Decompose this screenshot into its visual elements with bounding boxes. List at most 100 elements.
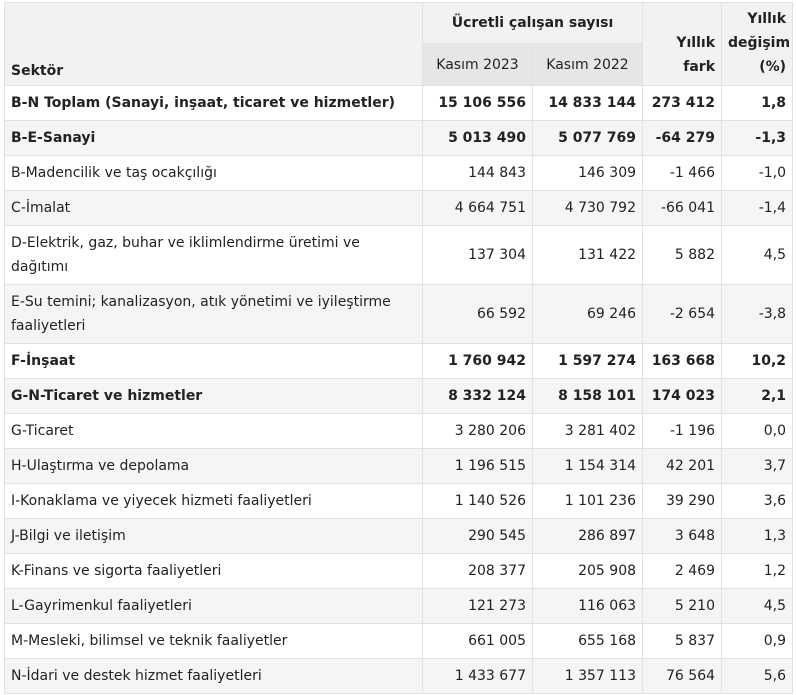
table-row: H-Ulaştırma ve depolama 1 196 515 1 154 31… <box>4 448 794 484</box>
table-row: F-İnşaat 1 760 942 1 597 274 163 668 10,2 <box>4 343 794 379</box>
kasim-2022-cell: 3 281 402 <box>531 413 644 449</box>
sector-cell: B-Madencilik ve taş ocakçılığı <box>4 155 423 191</box>
annual-difference-cell: 163 668 <box>642 343 723 379</box>
annual-change-cell: 1,2 <box>721 553 794 589</box>
annual-change-cell: 4,5 <box>721 588 794 624</box>
annual-difference-cell: -2 654 <box>642 284 723 344</box>
table-row: G-N-Ticaret ve hizmetler 8 332 124 8 158 1… <box>4 378 794 414</box>
annual-change-label-line1: Yıllık <box>747 11 787 27</box>
annual-difference-label-line1: Yıllık <box>676 35 716 51</box>
annual-difference-cell: -64 279 <box>642 120 723 156</box>
table-row: K-Finans ve sigorta faaliyetleri 208 377 2… <box>4 553 794 589</box>
kasim-2022-cell: 69 246 <box>531 284 644 344</box>
table-row: B-Madencilik ve taş ocakçılığı 144 843 146… <box>4 155 794 191</box>
sector-cell: K-Finans ve sigorta faaliyetleri <box>4 553 423 589</box>
kasim-2022-cell: 4 730 792 <box>531 190 644 226</box>
table-row: I-Konaklama ve yiyecek hizmeti faaliyetl… <box>4 483 794 519</box>
annual-difference-cell: 3 648 <box>642 518 723 554</box>
annual-difference-cell: 5 210 <box>642 588 723 624</box>
sector-cell: L-Gayrimenkul faaliyetleri <box>4 588 423 624</box>
kasim-2023-cell: 208 377 <box>422 553 533 589</box>
kasim-2022-cell: 205 908 <box>531 553 644 589</box>
annual-change-cell: 0,0 <box>721 413 794 449</box>
table-row: N-İdari ve destek hizmet faaliyetleri 1 4… <box>4 658 794 694</box>
sector-cell: G-Ticaret <box>4 413 423 449</box>
annual-change-cell: 1,8 <box>721 85 794 121</box>
annual-change-cell: -1,0 <box>721 155 794 191</box>
employment-table: Sektör Ücretli çalışan sayısı Yıllık far… <box>4 2 794 694</box>
kasim-2023-cell: 66 592 <box>422 284 533 344</box>
annual-change-cell: 5,6 <box>721 658 794 694</box>
annual-change-cell: 0,9 <box>721 623 794 659</box>
column-header-kasim-2022: Kasım 2022 <box>531 43 644 86</box>
annual-difference-label-line2: fark <box>683 59 716 75</box>
kasim-2023-cell: 5 013 490 <box>422 120 533 156</box>
sector-cell: M-Mesleki, bilimsel ve teknik faaliyetle… <box>4 623 423 659</box>
sector-cell: B-E-Sanayi <box>4 120 423 156</box>
kasim-2022-cell: 1 597 274 <box>531 343 644 379</box>
annual-difference-cell: 174 023 <box>642 378 723 414</box>
table-row: C-İmalat 4 664 751 4 730 792 -66 041 -1,4 <box>4 190 794 226</box>
annual-change-label-line2: değişim <box>728 35 791 51</box>
annual-change-cell: 2,1 <box>721 378 794 414</box>
kasim-2023-cell: 4 664 751 <box>422 190 533 226</box>
kasim-2023-cell: 290 545 <box>422 518 533 554</box>
table-row: G-Ticaret 3 280 206 3 281 402 -1 196 0,0 <box>4 413 794 449</box>
annual-change-cell: -1,4 <box>721 190 794 226</box>
kasim-2023-cell: 15 106 556 <box>422 85 533 121</box>
annual-difference-cell: -1 196 <box>642 413 723 449</box>
sector-cell: G-N-Ticaret ve hizmetler <box>4 378 423 414</box>
kasim-2022-cell: 655 168 <box>531 623 644 659</box>
kasim-2022-cell: 1 101 236 <box>531 483 644 519</box>
kasim-2023-cell: 1 196 515 <box>422 448 533 484</box>
sector-cell: H-Ulaştırma ve depolama <box>4 448 423 484</box>
kasim-2023-cell: 1 760 942 <box>422 343 533 379</box>
annual-difference-cell: 76 564 <box>642 658 723 694</box>
annual-change-cell: -1,3 <box>721 120 794 156</box>
kasim-2023-cell: 1 140 526 <box>422 483 533 519</box>
kasim-2022-cell: 1 357 113 <box>531 658 644 694</box>
sector-cell: I-Konaklama ve yiyecek hizmeti faaliyetl… <box>4 483 423 519</box>
annual-change-cell: 4,5 <box>721 225 794 285</box>
column-header-sector: Sektör <box>4 2 423 86</box>
kasim-2023-cell: 144 843 <box>422 155 533 191</box>
column-group-paid-employees: Ücretli çalışan sayısı <box>421 2 644 44</box>
kasim-2022-cell: 14 833 144 <box>531 85 644 121</box>
kasim-2023-cell: 121 273 <box>422 588 533 624</box>
kasim-2023-cell: 137 304 <box>422 225 533 285</box>
sector-cell: N-İdari ve destek hizmet faaliyetleri <box>4 658 423 694</box>
sector-cell: C-İmalat <box>4 190 423 226</box>
annual-change-cell: 3,6 <box>721 483 794 519</box>
kasim-2022-cell: 286 897 <box>531 518 644 554</box>
table-row: M-Mesleki, bilimsel ve teknik faaliyetle… <box>4 623 794 659</box>
kasim-2023-cell: 661 005 <box>422 623 533 659</box>
table-row: D-Elektrik, gaz, buhar ve iklimlendirme … <box>4 225 794 285</box>
annual-difference-cell: 2 469 <box>642 553 723 589</box>
annual-difference-cell: 273 412 <box>642 85 723 121</box>
sector-cell: B-N Toplam (Sanayi, inşaat, ticaret ve h… <box>4 85 423 121</box>
annual-change-cell: 1,3 <box>721 518 794 554</box>
annual-difference-cell: 42 201 <box>642 448 723 484</box>
table-row: E-Su temini; kanalizasyon, atık yönetimi… <box>4 284 794 344</box>
column-header-annual-change: Yıllık değişim (%) <box>721 2 794 86</box>
kasim-2023-cell: 8 332 124 <box>422 378 533 414</box>
kasim-2022-cell: 131 422 <box>531 225 644 285</box>
sector-cell: F-İnşaat <box>4 343 423 379</box>
annual-change-cell: 10,2 <box>721 343 794 379</box>
annual-difference-cell: -66 041 <box>642 190 723 226</box>
kasim-2022-cell: 8 158 101 <box>531 378 644 414</box>
annual-change-cell: 3,7 <box>721 448 794 484</box>
table-row: B-E-Sanayi 5 013 490 5 077 769 -64 279 -1,3 <box>4 120 794 156</box>
sector-cell: J-Bilgi ve iletişim <box>4 518 423 554</box>
annual-change-cell: -3,8 <box>721 284 794 344</box>
table-row: B-N Toplam (Sanayi, inşaat, ticaret ve h… <box>4 85 794 121</box>
column-header-annual-difference: Yıllık fark <box>642 2 723 86</box>
annual-difference-cell: -1 466 <box>642 155 723 191</box>
kasim-2022-cell: 1 154 314 <box>531 448 644 484</box>
sector-cell: D-Elektrik, gaz, buhar ve iklimlendirme … <box>4 225 423 285</box>
annual-difference-cell: 5 882 <box>642 225 723 285</box>
kasim-2022-cell: 5 077 769 <box>531 120 644 156</box>
table-row: J-Bilgi ve iletişim 290 545 286 897 3 648 1,… <box>4 518 794 554</box>
kasim-2023-cell: 1 433 677 <box>422 658 533 694</box>
table-body: B-N Toplam (Sanayi, inşaat, ticaret ve h… <box>4 85 794 694</box>
